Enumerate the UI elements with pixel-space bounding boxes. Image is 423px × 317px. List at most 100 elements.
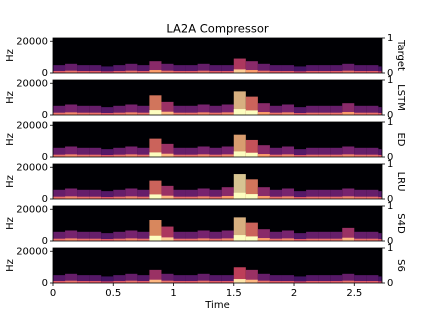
spectral-energy-core [197, 70, 210, 73]
spectral-energy [209, 147, 222, 157]
spectral-energy-core [221, 71, 234, 73]
spectral-energy-core [101, 113, 114, 115]
spectral-energy-core [173, 112, 186, 115]
spectral-energy [366, 231, 379, 241]
y2-tick-label: 0 [387, 278, 393, 289]
x-tick-label: 2 [291, 288, 297, 299]
spectral-energy-core [306, 281, 319, 283]
spectral-energy [173, 105, 186, 115]
spectral-energy-core [149, 152, 162, 157]
spectral-energy-core [294, 197, 307, 199]
spectral-energy-core [257, 70, 270, 73]
spectral-energy [125, 146, 138, 157]
spectral-energy-core [209, 154, 222, 157]
spectral-energy-core [366, 196, 379, 199]
spectral-energy-core [233, 279, 246, 283]
spectral-energy-core [161, 237, 174, 241]
spectral-energy [161, 63, 174, 73]
spectral-energy [378, 191, 382, 199]
spectral-energy [354, 105, 367, 115]
spectral-energy-core [53, 112, 66, 115]
spectral-energy-core [269, 238, 282, 241]
y2-tick-label: 0 [387, 68, 393, 79]
spectral-energy-core [77, 71, 90, 73]
spectral-energy [342, 146, 355, 157]
spectral-energy [221, 65, 234, 73]
spectral-energy [269, 65, 282, 73]
spectral-energy [197, 146, 210, 157]
spectral-energy [378, 66, 382, 73]
spectral-energy-core [149, 194, 162, 199]
spectral-energy [125, 188, 138, 199]
spectral-energy [318, 189, 331, 199]
spectral-energy-core [185, 238, 198, 241]
spectral-energy-core [342, 237, 355, 241]
spectral-energy-core [197, 196, 210, 199]
spectral-energy [342, 273, 355, 283]
spectral-energy-core [342, 70, 355, 73]
spectral-energy-core [221, 112, 234, 115]
y2-tick-label: 0 [387, 194, 393, 205]
spectral-energy-core [53, 196, 66, 199]
spectral-energy-core [77, 238, 90, 241]
spectral-energy [65, 146, 78, 157]
spectral-energy-core [378, 113, 382, 115]
spectral-energy [306, 189, 319, 199]
spectral-energy [269, 105, 282, 115]
y-tick-label: 0 [42, 236, 48, 247]
spectral-energy-core [113, 71, 126, 73]
spectral-energy [306, 65, 319, 73]
spectral-energy [113, 189, 126, 199]
spectral-energy [378, 276, 382, 283]
spectral-energy [281, 146, 295, 157]
y-axis-label: Hz [5, 175, 16, 188]
y2-tick-label: 1 [387, 243, 393, 254]
spectral-energy-core [65, 280, 78, 283]
y2-tick-label: 1 [387, 75, 393, 86]
spectral-energy-core [366, 112, 379, 115]
spectral-energy [185, 65, 198, 73]
spectral-energy-core [354, 238, 367, 241]
spectral-energy [257, 187, 270, 199]
spectral-energy [113, 105, 126, 115]
panel-label: S6 [395, 259, 406, 272]
spectral-energy [366, 105, 379, 115]
spectral-energy [281, 65, 295, 73]
spectral-energy-core [245, 236, 258, 241]
y2-tick-label: 1 [387, 117, 393, 128]
spectral-energy-core [281, 154, 295, 157]
spectral-energy [330, 65, 343, 73]
spectral-energy-core [197, 112, 210, 115]
spectral-energy [306, 147, 319, 157]
panel-frame [52, 205, 383, 242]
spectral-energy [378, 149, 382, 157]
spectral-energy [378, 107, 382, 115]
y-axis-label: Hz [5, 259, 16, 272]
y2-tick-label: 0 [387, 152, 393, 163]
spectral-energy [137, 65, 150, 73]
y-tick-label: 20000 [16, 78, 48, 89]
spectral-energy [269, 147, 282, 157]
spectral-energy [269, 231, 282, 241]
spectral-energy-core [185, 154, 198, 157]
spectral-energy [294, 66, 307, 73]
spectral-energy-core [89, 71, 102, 73]
spectral-energy-core [330, 71, 343, 73]
panel-label: LSTM [395, 84, 406, 111]
spectral-energy [173, 65, 186, 73]
y-tick-label: 0 [42, 152, 48, 163]
spectral-energy [53, 65, 66, 73]
spectral-energy-core [330, 112, 343, 115]
y-tick-label: 20000 [16, 36, 48, 47]
spectral-energy [113, 147, 126, 157]
spectral-energy [209, 275, 222, 283]
spectral-energy-core [330, 154, 343, 157]
spectral-energy-core [161, 195, 174, 199]
spectral-energy-core [173, 281, 186, 283]
spectral-energy-core [137, 281, 150, 283]
spectral-energy [294, 233, 307, 241]
spectral-energy-core [318, 112, 331, 115]
spectral-energy [113, 65, 126, 73]
spectral-energy [342, 103, 355, 115]
spectral-energy [101, 107, 114, 115]
